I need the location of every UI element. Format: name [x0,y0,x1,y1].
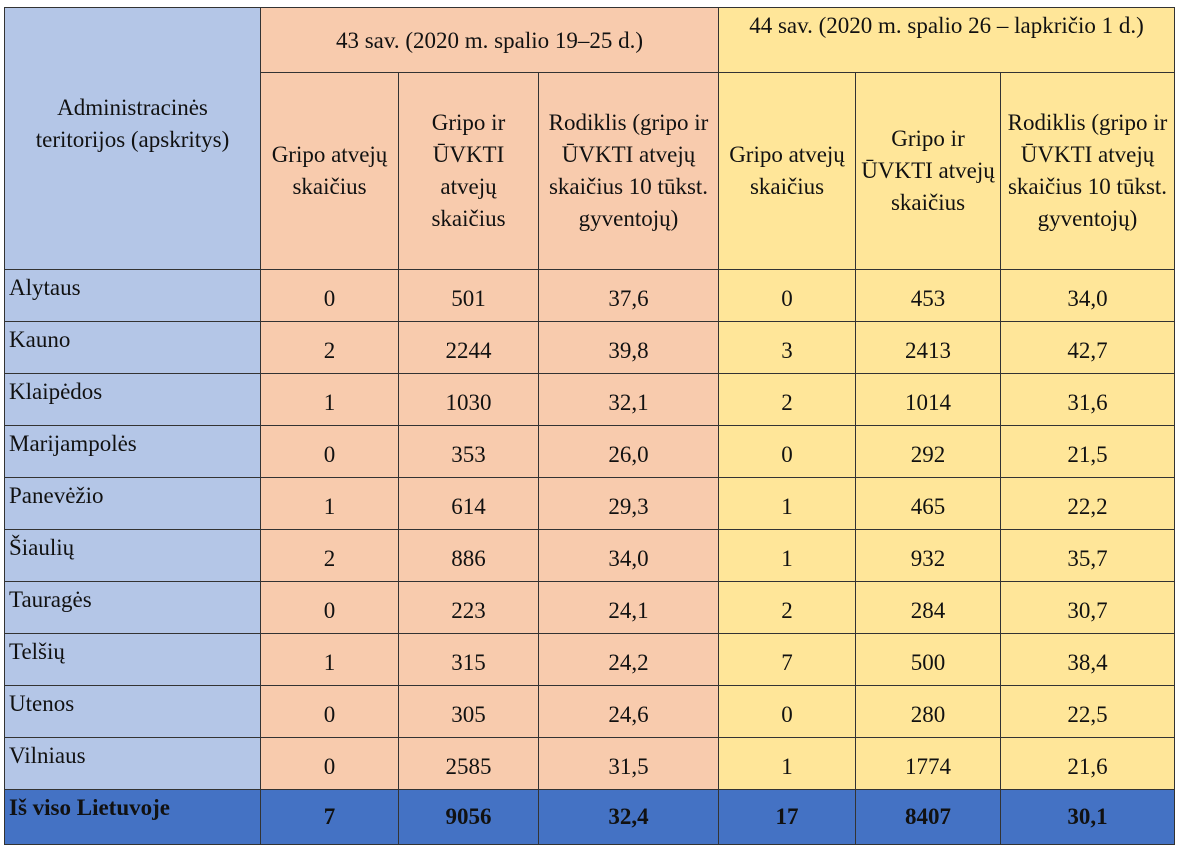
territory-name: Alytaus [4,269,261,322]
w43-flu-cell: 0 [260,269,399,322]
week44-header: 44 sav. (2020 m. spalio 26 – lapkričio 1… [718,7,1175,73]
w43-flu-cell: 1 [260,633,399,686]
w44-flu-ari-cell: 932 [855,529,1001,582]
w44-rate-cell: 38,4 [1000,633,1175,686]
w44-flu-cell: 2 [718,581,856,634]
w44-rate-cell: 35,7 [1000,529,1175,582]
w43-rate-cell: 24,2 [538,633,719,686]
w44-flu-cell: 1 [718,529,856,582]
territory-header: Administracinės teritorijos (apskritys) [4,7,261,270]
w43-flu-cell: 1 [260,477,399,530]
total-row: Iš viso Lietuvoje 7 9056 32,4 17 8407 30… [4,789,1175,845]
territory-name: Tauragės [4,581,261,634]
w43-flu-cell: 0 [260,425,399,478]
table-row: Šiaulių 2 886 34,0 1 932 35,7 [4,529,1175,582]
w44-flu-ari-cell: 292 [855,425,1001,478]
w43-flu-cell: 0 [260,685,399,738]
table-row: Utenos 0 305 24,6 0 280 22,5 [4,685,1175,738]
w44-rate-header: Rodiklis (gripo ir ŪVKTI atvejų skaičius… [1000,72,1175,270]
w44-flu-cell: 0 [718,685,856,738]
w44-flu-cell: 3 [718,321,856,374]
table-row: Kauno 2 2244 39,8 3 2413 42,7 [4,321,1175,374]
w43-flu-ari-cell: 305 [398,685,539,738]
total-w43-flu-ari: 9056 [398,789,539,845]
table-row: Vilniaus 0 2585 31,5 1 1774 21,6 [4,737,1175,790]
table-row: Telšių 1 315 24,2 7 500 38,4 [4,633,1175,686]
w44-flu-cell: 0 [718,425,856,478]
total-w44-rate: 30,1 [1000,789,1175,845]
territory-name: Vilniaus [4,737,261,790]
w44-flu-ari-cell: 465 [855,477,1001,530]
w44-rate-cell: 22,5 [1000,685,1175,738]
territory-name: Panevėžio [4,477,261,530]
w43-rate-cell: 24,1 [538,581,719,634]
w44-flu-ari-cell: 1774 [855,737,1001,790]
table-row: Panevėžio 1 614 29,3 1 465 22,2 [4,477,1175,530]
territory-name: Kauno [4,321,261,374]
w44-flu-ari-header: Gripo ir ŪVKTI atvejų skaičius [855,72,1001,270]
territory-name: Marijampolės [4,425,261,478]
total-w44-flu: 17 [718,789,856,845]
w43-rate-cell: 29,3 [538,477,719,530]
w44-flu-ari-cell: 284 [855,581,1001,634]
week43-header: 43 sav. (2020 m. spalio 19–25 d.) [260,7,719,73]
w44-flu-cell: 1 [718,737,856,790]
table-row: Tauragės 0 223 24,1 2 284 30,7 [4,581,1175,634]
w43-flu-cell: 1 [260,373,399,426]
table-row: Alytaus 0 501 37,6 0 453 34,0 [4,269,1175,322]
w43-rate-cell: 26,0 [538,425,719,478]
territory-name: Klaipėdos [4,373,261,426]
w44-rate-cell: 42,7 [1000,321,1175,374]
w43-rate-cell: 24,6 [538,685,719,738]
w44-rate-cell: 22,2 [1000,477,1175,530]
w44-flu-cell: 7 [718,633,856,686]
total-label: Iš viso Lietuvoje [4,789,261,845]
w43-flu-ari-cell: 614 [398,477,539,530]
w43-rate-cell: 34,0 [538,529,719,582]
table-row: Marijampolės 0 353 26,0 0 292 21,5 [4,425,1175,478]
w43-flu-cell: 0 [260,581,399,634]
w43-rate-cell: 32,1 [538,373,719,426]
w44-flu-cell: 2 [718,373,856,426]
territory-name: Telšių [4,633,261,686]
w44-rate-cell: 21,5 [1000,425,1175,478]
w43-flu-cell: 2 [260,321,399,374]
w43-flu-ari-header: Gripo ir ŪVKTI atvejų skaičius [398,72,539,270]
total-w44-flu-ari: 8407 [855,789,1001,845]
w44-rate-cell: 34,0 [1000,269,1175,322]
w44-flu-ari-cell: 280 [855,685,1001,738]
w43-rate-cell: 31,5 [538,737,719,790]
w43-flu-ari-cell: 315 [398,633,539,686]
w44-flu-ari-cell: 2413 [855,321,1001,374]
w43-flu-ari-cell: 223 [398,581,539,634]
w44-flu-ari-cell: 453 [855,269,1001,322]
w44-flu-ari-cell: 500 [855,633,1001,686]
w43-flu-ari-cell: 886 [398,529,539,582]
w43-flu-header: Gripo atvejų skaičius [260,72,399,270]
w44-flu-ari-cell: 1014 [855,373,1001,426]
w44-rate-cell: 31,6 [1000,373,1175,426]
w43-flu-cell: 2 [260,529,399,582]
w43-flu-ari-cell: 1030 [398,373,539,426]
flu-statistics-table: Administracinės teritorijos (apskritys) … [4,7,1175,845]
w44-rate-cell: 30,7 [1000,581,1175,634]
w44-flu-cell: 0 [718,269,856,322]
w44-flu-header: Gripo atvejų skaičius [718,72,856,270]
total-w43-rate: 32,4 [538,789,719,845]
w43-rate-cell: 39,8 [538,321,719,374]
w43-flu-ari-cell: 2585 [398,737,539,790]
w43-flu-ari-cell: 2244 [398,321,539,374]
table-row: Klaipėdos 1 1030 32,1 2 1014 31,6 [4,373,1175,426]
w43-flu-cell: 0 [260,737,399,790]
w43-rate-header: Rodiklis (gripo ir ŪVKTI atvejų skaičius… [538,72,719,270]
total-w43-flu: 7 [260,789,399,845]
territory-name: Utenos [4,685,261,738]
w43-flu-ari-cell: 501 [398,269,539,322]
w43-flu-ari-cell: 353 [398,425,539,478]
territory-name: Šiaulių [4,529,261,582]
w44-flu-cell: 1 [718,477,856,530]
w44-rate-cell: 21,6 [1000,737,1175,790]
w43-rate-cell: 37,6 [538,269,719,322]
